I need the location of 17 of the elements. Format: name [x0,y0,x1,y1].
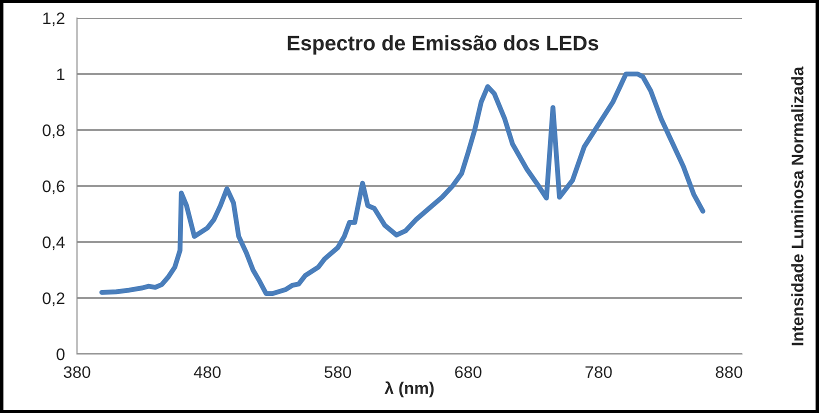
y-axis-title: Intensidade Luminosa Normalizada [791,66,804,346]
x-tick-label: 380 [64,366,90,378]
line-series [99,72,706,296]
y-tick-label: 1 [57,68,64,80]
y-tick-label: 0,4 [42,236,65,250]
x-tick-label: 780 [586,366,612,378]
text: Espectro de Emissão dos LEDs [288,35,598,55]
x-tick-label: 880 [716,366,742,378]
x-tick-label: 680 [455,366,482,378]
y-tick-label: 0,2 [42,292,64,306]
y-tick-label: 0,6 [42,180,64,194]
y-tick-label: 1,2 [43,12,64,26]
x-axis-title: λ (nm) [384,381,434,398]
y-tick-label: 0,8 [42,124,64,138]
y-tick-label: 0 [56,348,65,360]
x-tick-label: 580 [324,366,352,378]
x-tick-label: 480 [194,366,221,378]
